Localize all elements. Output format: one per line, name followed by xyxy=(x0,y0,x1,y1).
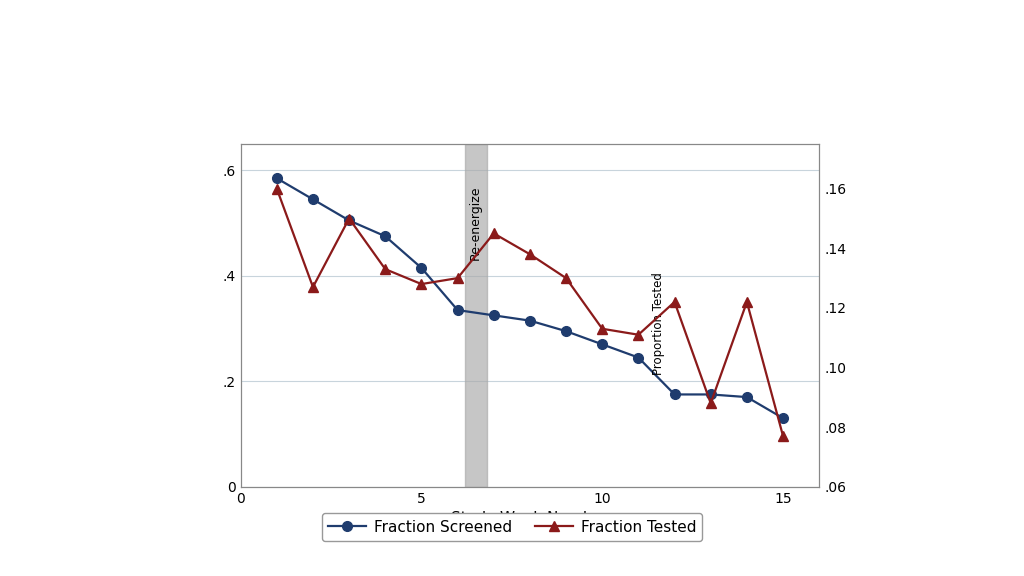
Legend: Fraction Screened, Fraction Tested: Fraction Screened, Fraction Tested xyxy=(322,513,702,541)
Text: Results: Screening & Testing Over Time: Results: Screening & Testing Over Time xyxy=(140,25,884,58)
X-axis label: Study Week Number: Study Week Number xyxy=(452,511,608,526)
Bar xyxy=(465,144,486,487)
Text: Re-energize: Re-energize xyxy=(469,186,482,260)
Text: Proportion Tested: Proportion Tested xyxy=(652,272,665,375)
